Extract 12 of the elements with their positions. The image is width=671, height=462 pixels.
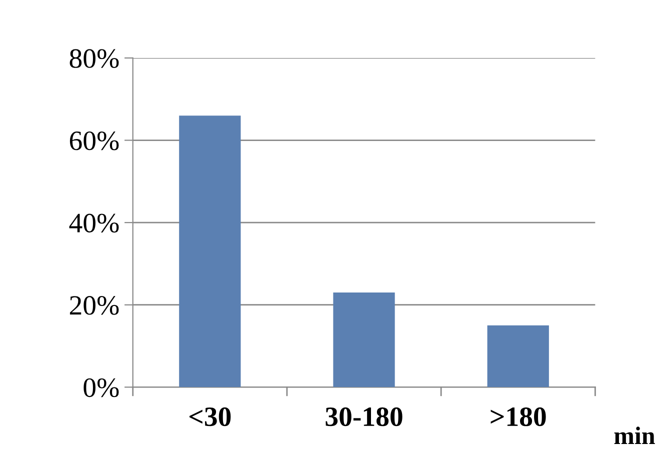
x-tick-label: <30 [189,407,231,426]
y-tick-label: 80% [70,49,119,68]
x-axis-title: min [614,426,655,444]
bar [487,325,549,388]
bar [179,116,241,388]
y-tick-label: 20% [70,296,119,315]
bar [333,292,395,388]
x-tick-label: 30-180 [326,407,402,426]
y-tick-label: 60% [70,131,119,150]
y-tick-label: 40% [69,214,119,233]
x-tick-label: >180 [490,407,546,426]
y-tick-label: 0% [84,378,119,398]
